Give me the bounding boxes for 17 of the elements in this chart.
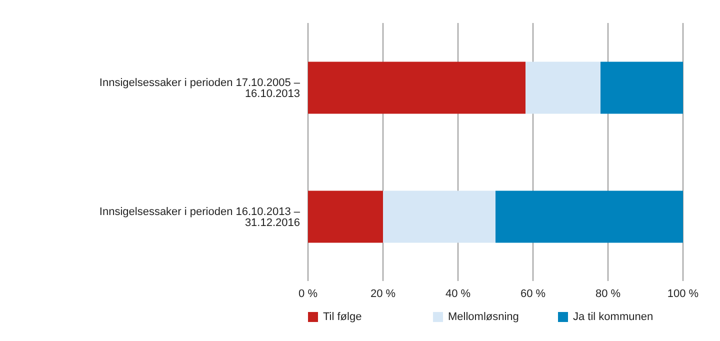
bar: [526, 62, 600, 114]
bar: [308, 62, 526, 114]
legend-label: Ja til kommunen: [573, 311, 654, 323]
x-tick-label: 40 %: [445, 288, 471, 300]
y-tick-label: Innsigelsessaker i perioden 17.10.2005 – 16.10.2013: [99, 76, 301, 100]
bar: [496, 190, 683, 243]
bar: [383, 190, 496, 243]
x-tick-label: 80 %: [595, 288, 621, 300]
y-tick-label: Innsigelsessaker i perioden 16.10.2013 – 31.12.2016: [99, 206, 301, 229]
bar: [308, 190, 383, 243]
x-tick-label: 20 %: [370, 288, 396, 300]
legend-label: Mellomløsning: [448, 311, 519, 323]
x-tick-label: 0 %: [298, 288, 318, 300]
legend-label: Til følge: [323, 311, 362, 323]
x-tick-label: 60 %: [520, 288, 546, 300]
x-tick-label: 100 %: [667, 288, 699, 300]
bar: [600, 62, 683, 114]
